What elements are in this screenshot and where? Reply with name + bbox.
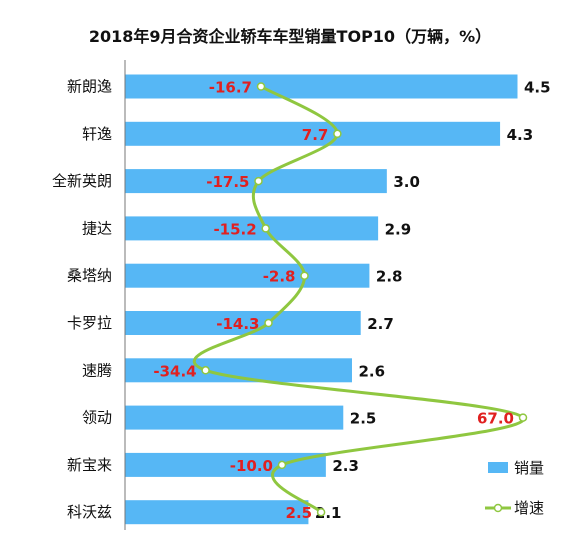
category-label: 领动 [82,409,112,427]
bar-value-label: 2.7 [367,315,394,333]
growth-line [193,85,525,514]
bar-value-label: 4.3 [507,126,534,144]
growth-value-label: -10.0 [230,457,273,475]
category-label: 轩逸 [82,125,112,143]
growth-value-label: -17.5 [206,173,249,191]
growth-point [277,460,287,470]
category-label: 全新英朗 [52,172,112,190]
category-label: 科沃兹 [67,503,112,521]
growth-point [264,318,273,328]
growth-value-label: 7.7 [302,126,329,144]
growth-point [300,271,309,280]
growth-value-label: 67.0 [477,410,514,428]
category-label: 新宝来 [67,456,112,474]
growth-point [201,366,210,375]
bar [125,500,309,525]
growth-value-label: -14.3 [216,315,259,333]
legend-bar-label: 销量 [514,459,544,477]
growth-point [256,82,266,91]
growth-point [261,224,270,233]
bar-value-label: 2.3 [332,457,359,475]
category-label: 速腾 [82,361,112,379]
legend-line-label: 增速 [514,499,544,517]
growth-value-label: -34.4 [153,362,196,380]
growth-value-label: 2.5 [286,504,313,522]
bar-value-label: 3.0 [393,173,420,191]
bar-value-label: 2.8 [376,268,403,286]
growth-point [518,413,528,422]
bar [125,405,344,430]
growth-point [333,129,342,139]
legend-line-marker [493,503,503,513]
category-label: 桑塔纳 [67,267,112,285]
growth-point [316,507,326,517]
growth-point [254,176,263,186]
bar [125,74,518,99]
bar [125,311,361,335]
bar [125,263,370,288]
growth-value-label: -15.2 [213,220,256,238]
bar-value-label: 2.9 [385,220,412,238]
bar [125,452,326,477]
bar-value-label: 4.5 [524,79,551,97]
category-label: 新朗逸 [67,78,112,96]
legend: 销量 增速 [485,459,544,517]
category-label: 捷达 [82,219,112,237]
bar [125,216,379,241]
chart-title: 2018年9月合资企业轿车车型销量TOP10（万辆，%） [89,27,491,46]
growth-value-label: -16.7 [209,79,252,97]
bar-value-label: 2.5 [350,410,377,428]
bar [125,121,501,146]
growth-value-label: -2.8 [263,268,296,286]
category-label: 卡罗拉 [67,314,112,332]
legend-bar-swatch [488,462,508,473]
bar-value-label: 2.6 [358,362,385,380]
